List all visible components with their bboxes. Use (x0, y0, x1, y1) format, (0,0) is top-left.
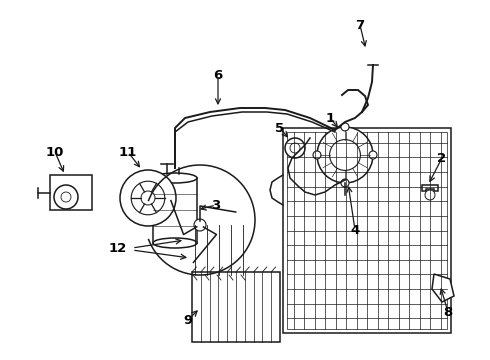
Circle shape (313, 151, 321, 159)
Text: 4: 4 (350, 224, 360, 237)
Circle shape (54, 185, 78, 209)
Bar (283, 128, 451, 333)
Bar (287, 132, 447, 329)
Circle shape (285, 138, 305, 158)
Circle shape (194, 219, 206, 231)
Text: 10: 10 (46, 145, 64, 158)
Text: 11: 11 (119, 145, 137, 158)
Text: 7: 7 (355, 18, 365, 32)
Text: 5: 5 (275, 122, 285, 135)
Text: 12: 12 (109, 242, 127, 255)
Text: 8: 8 (443, 306, 453, 319)
Circle shape (369, 151, 377, 159)
Text: 2: 2 (438, 152, 446, 165)
Circle shape (120, 170, 176, 226)
Bar (50, 175, 92, 210)
Circle shape (341, 123, 349, 131)
Ellipse shape (153, 238, 197, 248)
Bar (192, 272, 280, 342)
Text: 6: 6 (213, 68, 222, 81)
Circle shape (317, 127, 373, 183)
Bar (153, 178, 197, 243)
Text: 3: 3 (211, 198, 220, 212)
Polygon shape (432, 274, 454, 302)
Text: 9: 9 (183, 314, 193, 327)
Circle shape (341, 179, 349, 187)
Text: 1: 1 (325, 112, 335, 125)
Ellipse shape (153, 173, 197, 183)
